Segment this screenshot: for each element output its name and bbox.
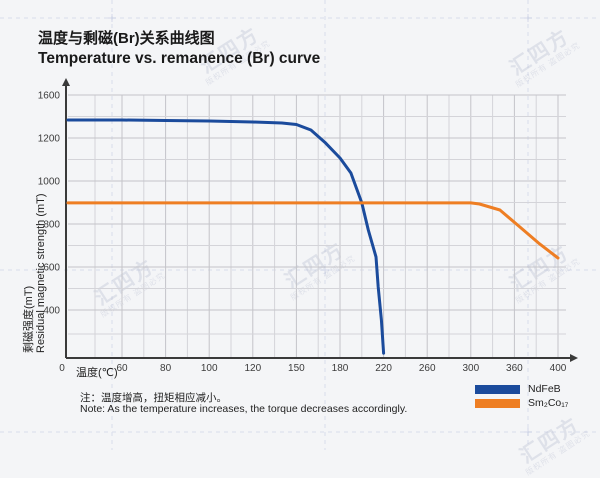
svg-text:1600: 1600 (38, 91, 61, 102)
page-title-en: Temperature vs. remanence (Br) curve (38, 50, 321, 67)
legend-item-smco: Sm₂Co₁₇ (475, 396, 568, 410)
line-chart: 0 60 80 100 120 150 180 220 260 300 360 400 1600 1200… (38, 78, 578, 374)
svg-text:300: 300 (462, 363, 479, 374)
y-axis-label-en: Residual magnetic strength (mT) (35, 193, 47, 353)
svg-text:220: 220 (375, 363, 392, 374)
legend: NdFeB Sm₂Co₁₇ (475, 382, 568, 410)
page-title-zh: 温度与剩磁(Br)关系曲线图 (38, 30, 215, 47)
svg-text:180: 180 (332, 363, 349, 374)
legend-item-ndfeb: NdFeB (475, 382, 568, 396)
svg-text:120: 120 (244, 363, 261, 374)
svg-text:60: 60 (116, 363, 128, 374)
note-zh: 注：温度增高，扭矩相应减小。 (80, 392, 227, 404)
svg-text:600: 600 (43, 263, 60, 274)
note-en: Note: As the temperature increases, the … (80, 403, 408, 415)
svg-text:400: 400 (43, 306, 60, 317)
svg-text:260: 260 (419, 363, 436, 374)
svg-text:150: 150 (288, 363, 305, 374)
smco-swatch (475, 398, 520, 408)
y-axis-label-zh: 剩磁强度(mT) (23, 285, 35, 353)
svg-text:1000: 1000 (38, 177, 61, 188)
x-axis-label: 温度(℃) (76, 367, 118, 379)
legend-label-ndfeb: NdFeB (528, 383, 561, 395)
svg-text:0: 0 (59, 363, 65, 374)
svg-text:800: 800 (43, 220, 60, 231)
svg-text:80: 80 (160, 363, 172, 374)
ndfeb-swatch (475, 384, 520, 394)
svg-text:1200: 1200 (38, 134, 61, 145)
svg-text:360: 360 (506, 363, 523, 374)
svg-text:100: 100 (201, 363, 218, 374)
legend-label-smco: Sm₂Co₁₇ (528, 397, 569, 409)
svg-text:400: 400 (550, 363, 567, 374)
